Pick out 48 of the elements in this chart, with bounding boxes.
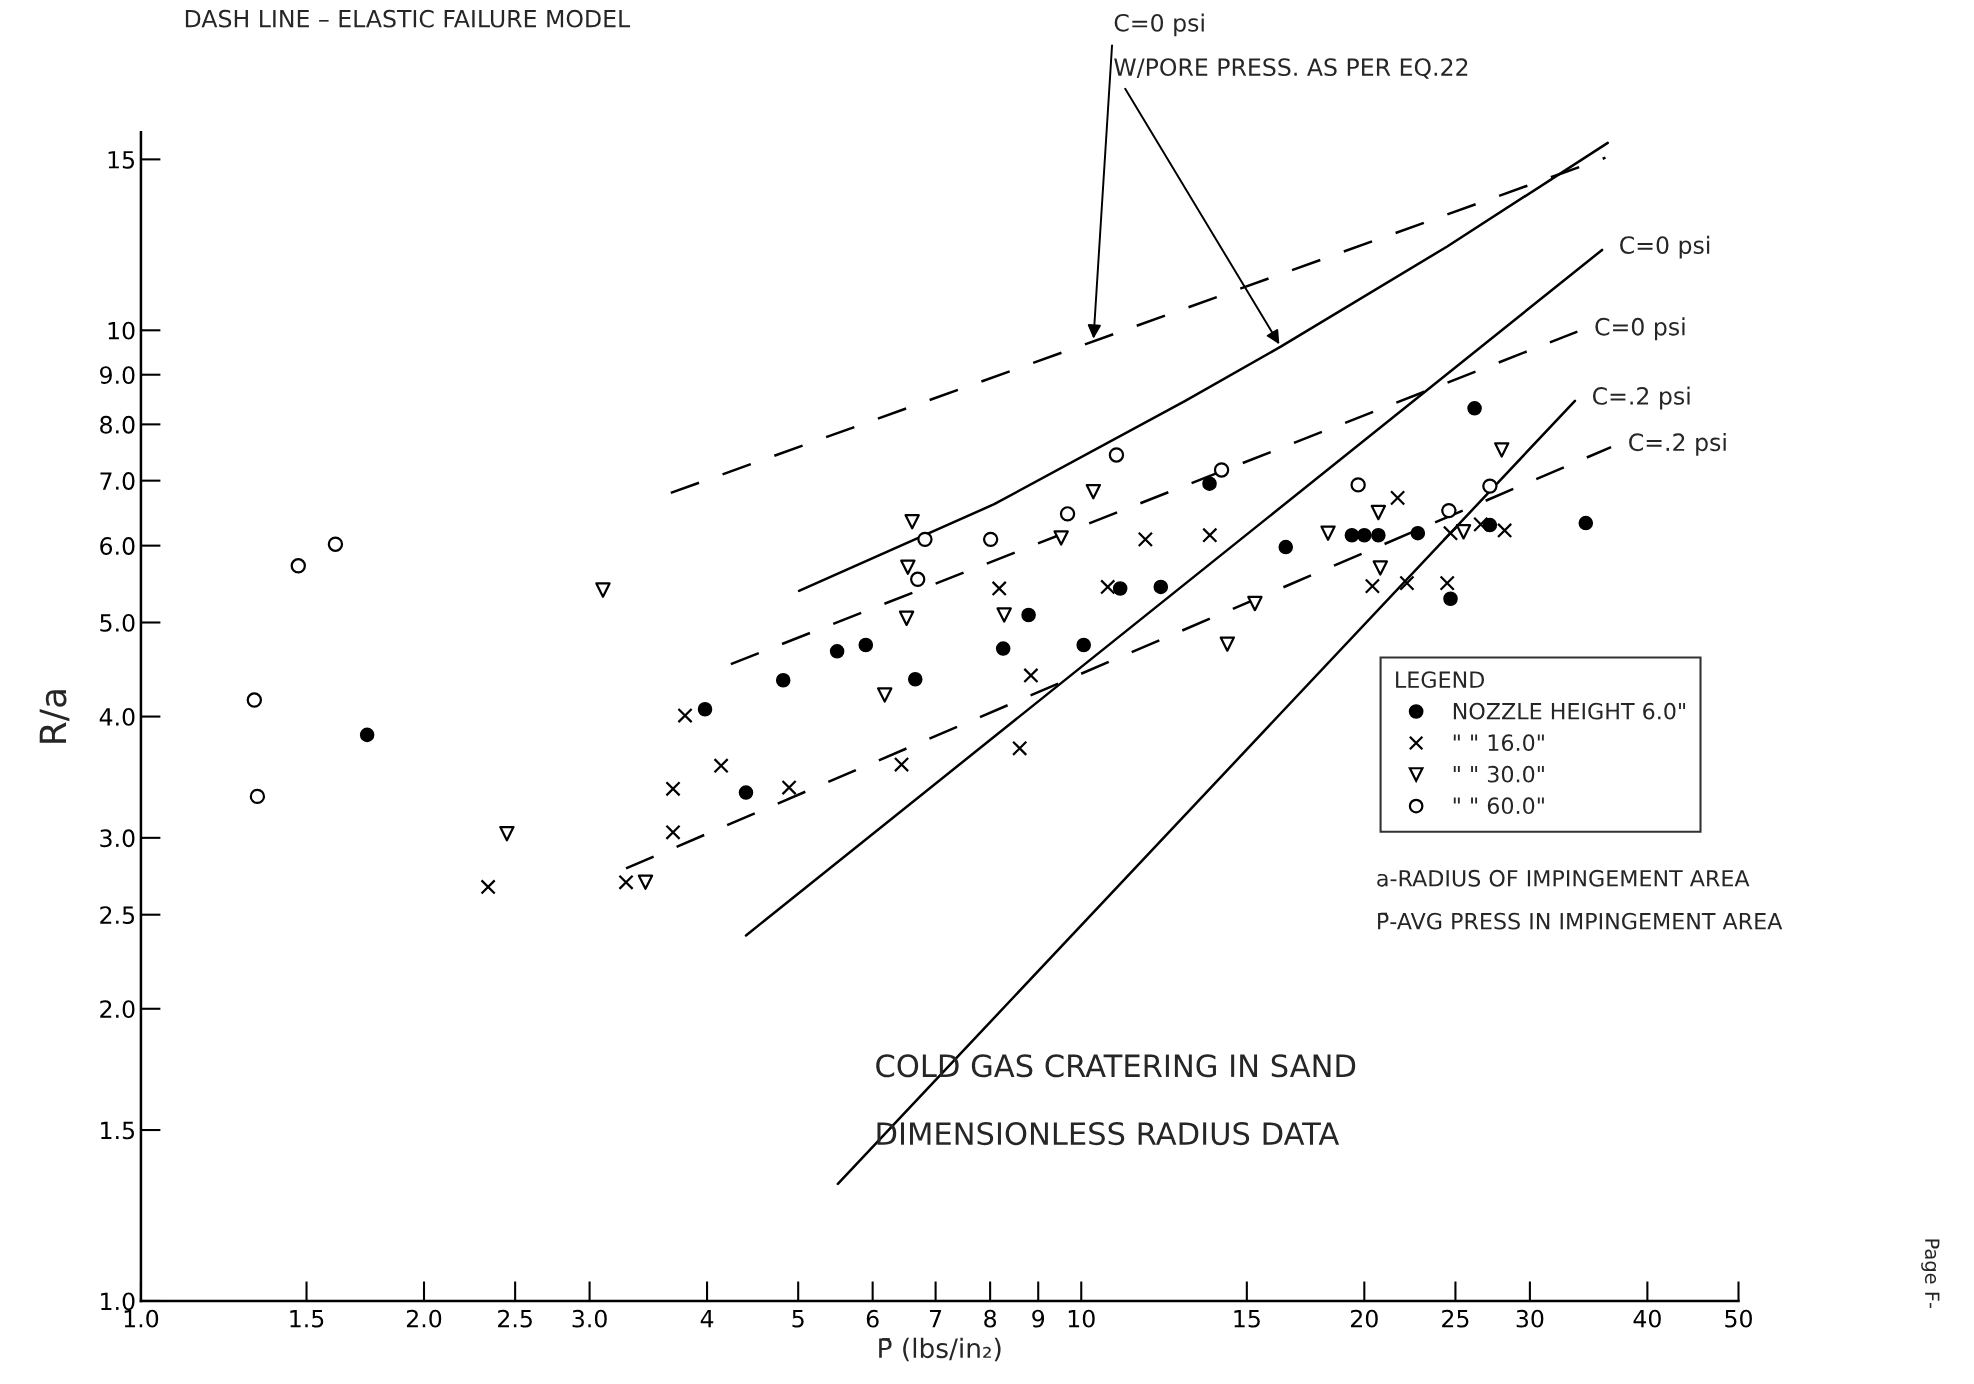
x-tick-label: 7 [930, 1310, 942, 1328]
annotation: W/PORE PRESS. AS PER EQ.22 [1114, 58, 1468, 79]
annotation: a-RADIUS OF IMPINGEMENT AREA [1377, 869, 1750, 887]
y-tick-label: 2.5 [100, 906, 135, 924]
x-tick-label: 20 [1351, 1309, 1378, 1328]
x-tick-label: 15 [1234, 1310, 1260, 1328]
y-tick-label: 4.0 [99, 708, 135, 726]
y-tick-label: 8.0 [100, 415, 135, 434]
text: Page F- [1921, 1239, 1940, 1309]
y-tick-label: 5.0 [100, 613, 135, 632]
x-tick-label: 1.5 [290, 1310, 324, 1328]
x-tick-label: 5 [792, 1310, 804, 1328]
x-tick-label: 2.5 [498, 1309, 532, 1328]
annotation: C=.2 psi [1592, 386, 1690, 410]
y-tick-label: 7.0 [100, 472, 135, 490]
annotation: C=.2 psi [1629, 432, 1726, 456]
legend-label: " " 60.0" [1453, 797, 1544, 815]
x-tick-label: 8 [984, 1309, 997, 1328]
x-tick-label: 10 [1068, 1309, 1095, 1328]
x-tick-label: 4 [700, 1310, 714, 1328]
legend-label: NOZZLE HEIGHT 6.0" [1453, 702, 1686, 720]
y-tick-label: 9.0 [100, 366, 135, 385]
x-axis-title: P̄ (lbs/in₂) [879, 1337, 1001, 1362]
y-tick-label: 2.0 [100, 1000, 135, 1019]
y-tick-label: 10 [108, 321, 135, 340]
chart-title: DASH LINE – ELASTIC FAILURE MODEL [185, 9, 631, 28]
legend-label: " " 16.0" [1453, 734, 1544, 752]
x-tick-label: 25 [1442, 1309, 1469, 1328]
x-tick-label: 2.0 [406, 1309, 442, 1328]
y-axis-title: R/a [39, 690, 70, 743]
annotation: C=0 psi [1620, 235, 1710, 259]
annotation: P̄-AVG PRESS IN IMPINGEMENT AREA [1378, 912, 1783, 930]
legend-label: " " 30.0" [1453, 765, 1544, 783]
y-tick-label: 6.0 [100, 537, 135, 555]
y-tick-label: 3.0 [100, 829, 135, 848]
x-tick-label: 9 [1032, 1309, 1045, 1328]
x-tick-label: 1.0 [124, 1309, 159, 1328]
y-tick-label: 1.5 [101, 1121, 135, 1140]
annotation: C=0 psi [1595, 317, 1685, 341]
legend-title: LEGEND [1396, 671, 1485, 689]
y-tick-label: 1.0 [101, 1292, 135, 1311]
y-tick-label: 15 [108, 151, 135, 169]
x-tick-label: 50 [1725, 1309, 1752, 1328]
x-tick-label: 6 [866, 1309, 879, 1328]
x-tick-label: 30 [1516, 1309, 1544, 1328]
annotation: C=0 psi [1114, 13, 1204, 37]
x-tick-label: 40 [1633, 1309, 1661, 1328]
x-tick-label: 3.0 [572, 1309, 607, 1328]
